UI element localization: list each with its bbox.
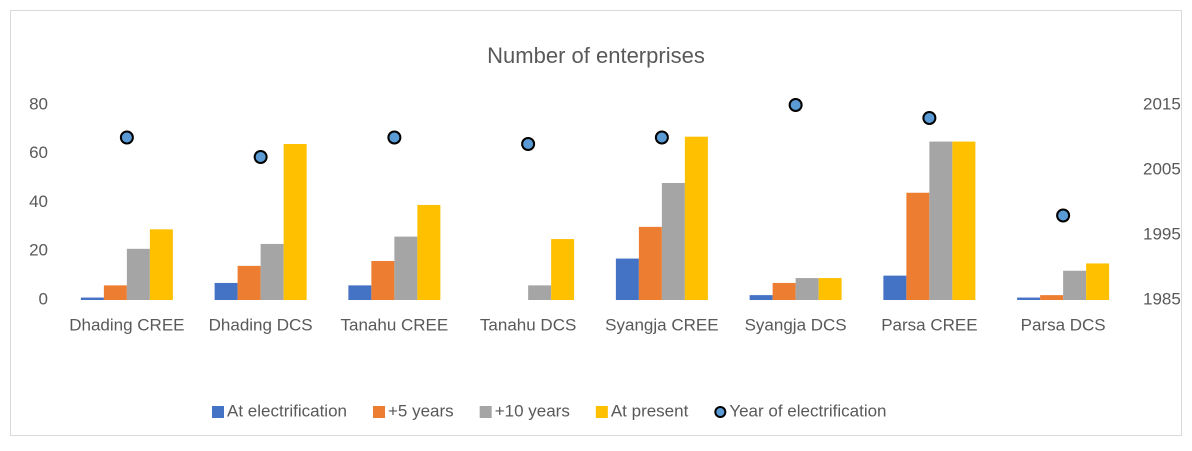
year-marker	[253, 150, 268, 164]
bar	[237, 265, 261, 300]
year-marker	[922, 111, 937, 125]
x-tick-label: Syangja CREE	[605, 315, 718, 334]
legend-label: At electrification	[227, 401, 347, 420]
x-tick-label: Syangja DCS	[745, 315, 847, 334]
year-marker	[521, 137, 536, 151]
bar	[952, 141, 976, 300]
bar	[149, 229, 173, 300]
y-tick-label: 60	[29, 143, 48, 162]
bar	[80, 297, 104, 300]
x-tick-label: Dhading DCS	[209, 315, 313, 334]
bar	[126, 248, 150, 300]
bar	[283, 144, 307, 300]
bar	[551, 239, 575, 300]
y-tick-label: 80	[29, 94, 48, 113]
y-tick-label: 0	[39, 289, 48, 308]
chart-title: Number of enterprises	[487, 43, 705, 68]
year-marker	[654, 130, 669, 145]
y2-tick-label: 1995	[1143, 224, 1181, 243]
chart-border	[10, 10, 1182, 436]
legend-label: +5 years	[388, 401, 454, 420]
bar	[348, 285, 372, 300]
year-marker	[387, 130, 402, 145]
bar	[417, 204, 441, 300]
bar	[749, 295, 773, 300]
bar	[103, 285, 127, 300]
bar	[883, 275, 907, 300]
year-marker	[1056, 208, 1071, 223]
bar	[906, 192, 930, 300]
legend-label: Year of electrification	[729, 401, 886, 420]
bar	[260, 243, 284, 300]
y-tick-label: 40	[29, 192, 48, 211]
bar	[818, 278, 842, 300]
bar	[638, 226, 662, 300]
x-tick-label: Tanahu DCS	[480, 315, 576, 334]
bar	[371, 261, 395, 300]
legend-label: +10 years	[495, 401, 570, 420]
year-marker	[788, 98, 803, 112]
bar	[1017, 297, 1041, 300]
bar	[1040, 295, 1064, 300]
legend-swatch	[373, 406, 385, 418]
legend-swatch	[212, 406, 224, 418]
bar	[661, 183, 685, 300]
legend-label: At present	[611, 401, 689, 420]
bar	[1063, 270, 1087, 300]
x-tick-label: Dhading CREE	[69, 315, 184, 334]
bar	[615, 258, 639, 300]
x-tick-label: Tanahu CREE	[341, 315, 449, 334]
legend: At electrification +5 years +10 years At pr…	[212, 401, 887, 420]
bar	[528, 285, 552, 300]
bar	[1086, 263, 1110, 300]
y-tick-label: 20	[29, 241, 48, 260]
y2-tick-label: 2015	[1143, 94, 1181, 113]
y2-tick-label: 2005	[1143, 159, 1181, 178]
year-marker	[119, 130, 134, 145]
bar	[684, 136, 708, 300]
bar	[214, 282, 238, 300]
legend-marker	[714, 406, 727, 418]
x-tick-label: Parsa CREE	[881, 315, 977, 334]
bar	[929, 141, 953, 300]
y2-tick-label: 1985	[1143, 289, 1181, 308]
legend-swatch	[479, 406, 492, 418]
bar	[772, 282, 796, 300]
x-tick-label: Parsa DCS	[1021, 315, 1106, 334]
legend-swatch	[595, 406, 608, 418]
bar	[394, 236, 418, 300]
bar	[795, 278, 819, 300]
